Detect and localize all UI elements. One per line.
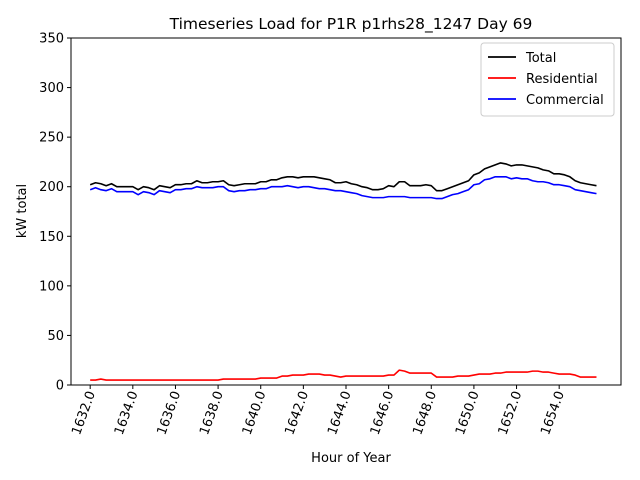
legend-label-total: Total [525, 51, 556, 66]
y-tick-label: 50 [47, 329, 64, 344]
x-axis-title: Hour of Year [311, 451, 391, 466]
series-line-commercial [89, 176, 597, 200]
y-axis-title: kW total [15, 184, 30, 238]
y-tick-label: 250 [39, 131, 64, 146]
y-tick-label: 300 [39, 81, 64, 96]
y-tick-label: 0 [56, 379, 64, 394]
y-tick-label: 100 [39, 279, 64, 294]
y-tick-label: 150 [39, 230, 64, 245]
y-tick-label: 350 [39, 32, 64, 47]
y-axis: 0 50 100 150 200 250 300 350 [39, 32, 71, 394]
chart-title: Timeseries Load for P1R p1rhs28_1247 Day… [169, 15, 533, 34]
legend-box [480, 42, 615, 117]
series-line-residential [90, 369, 597, 381]
legend-label-residential: Residential [526, 72, 598, 87]
plot-area [70, 37, 622, 386]
y-tick-label: 200 [39, 180, 64, 195]
legend: Total Residential Commercial [480, 42, 615, 117]
legend-label-commercial: Commercial [526, 93, 604, 108]
series-line-total [89, 162, 597, 192]
